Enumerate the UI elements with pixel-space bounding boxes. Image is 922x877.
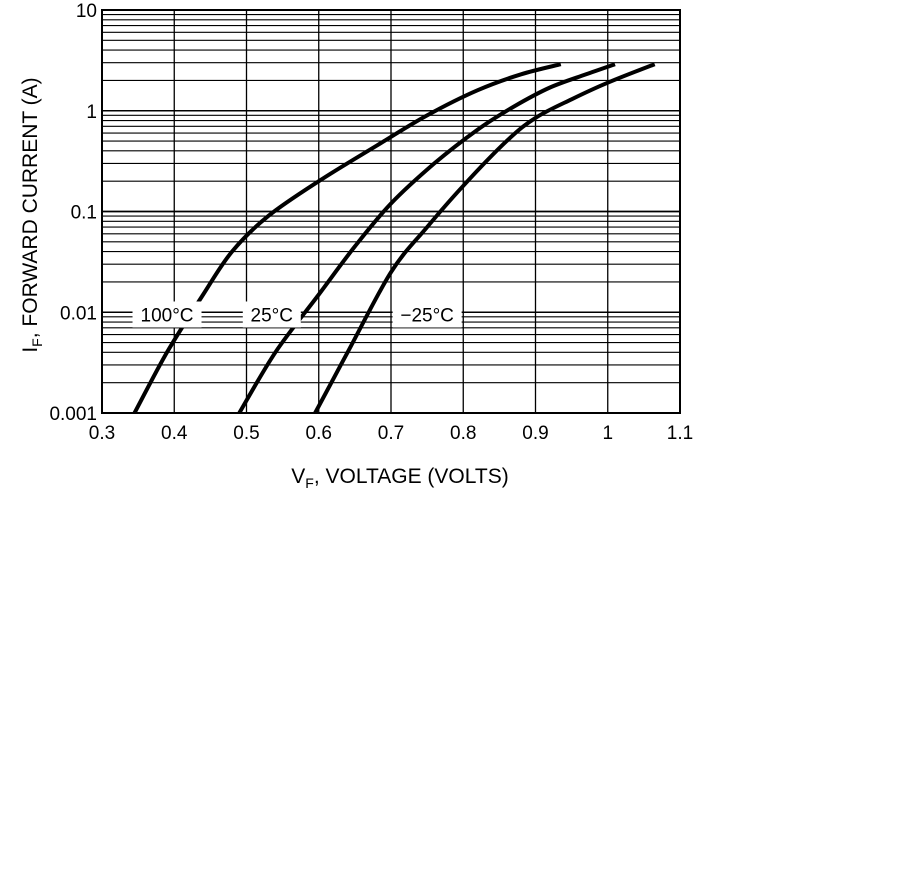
y-tick-label: 10 (76, 1, 97, 22)
x-tick-label: 0.8 (450, 423, 476, 444)
y-tick-label: 1 (86, 102, 97, 123)
x-axis-title-main: V (291, 465, 305, 488)
x-tick-label: 1.1 (667, 423, 693, 444)
y-axis-title-main: I (19, 347, 42, 353)
y-tick-label: 0.1 (71, 203, 97, 224)
y-tick-labels: 0.001 0.01 0.1 1 10 (49, 1, 97, 425)
x-tick-label: 0.6 (306, 423, 332, 444)
y-tick-label: 0.001 (49, 404, 97, 425)
curves (132, 62, 656, 415)
x-tick-label: 0.5 (233, 423, 259, 444)
x-tick-label: 1 (602, 423, 613, 444)
curve-series-3 (313, 62, 656, 414)
y-axis-title-rest: , FORWARD CURRENT (A) (19, 77, 42, 338)
curve-label-3: −25°C (400, 305, 454, 326)
x-tick-label: 0.3 (89, 423, 115, 444)
x-tick-label: 0.7 (378, 423, 404, 444)
x-tick-labels: 0.3 0.4 0.5 0.6 0.7 0.8 0.9 1 1.1 (89, 423, 693, 444)
x-tick-label: 0.9 (522, 423, 548, 444)
x-axis-title: VF, VOLTAGE (VOLTS) (291, 465, 508, 491)
grid (101, 9, 681, 414)
x-tick-label: 0.4 (161, 423, 188, 444)
curve-label-background (392, 301, 462, 328)
x-axis-title-rest: , VOLTAGE (VOLTS) (314, 465, 509, 488)
y-axis-title: IF, FORWARD CURRENT (A) (19, 77, 45, 352)
y-axis-title-subscript: F (29, 338, 45, 347)
curve-label-2: 25°C (251, 305, 293, 326)
curve-label-background (242, 301, 301, 328)
x-axis-title-subscript: F (305, 475, 314, 491)
y-tick-label: 0.01 (60, 303, 97, 324)
curve-label-1: 100°C (141, 305, 194, 326)
plot-frame (101, 9, 681, 414)
curve-label-background (132, 301, 202, 328)
plot-border (101, 9, 681, 414)
curve-labels: 100°C 25°C −25°C (132, 301, 462, 328)
